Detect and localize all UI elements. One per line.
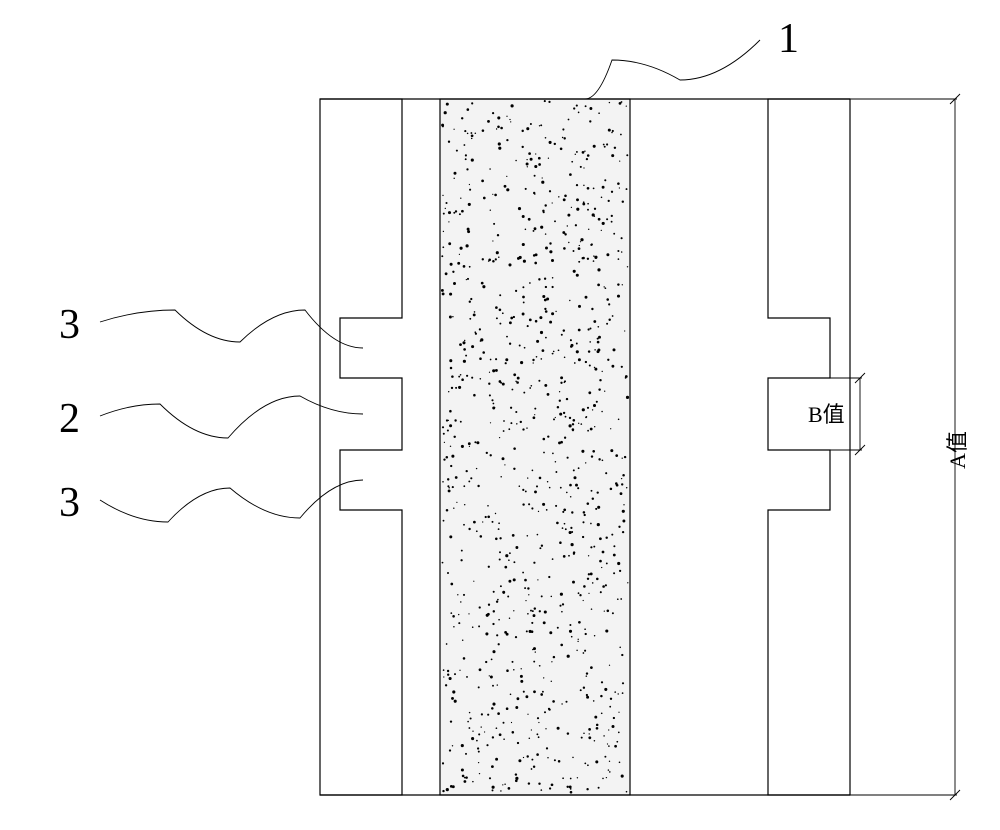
label-three_lower: 3 [59, 480, 80, 526]
label-two: 2 [59, 396, 80, 442]
label-B_value: B值 [808, 402, 845, 427]
label-A_value: A值 [945, 431, 970, 469]
label-one: 1 [778, 16, 799, 62]
label-three_upper: 3 [59, 302, 80, 348]
